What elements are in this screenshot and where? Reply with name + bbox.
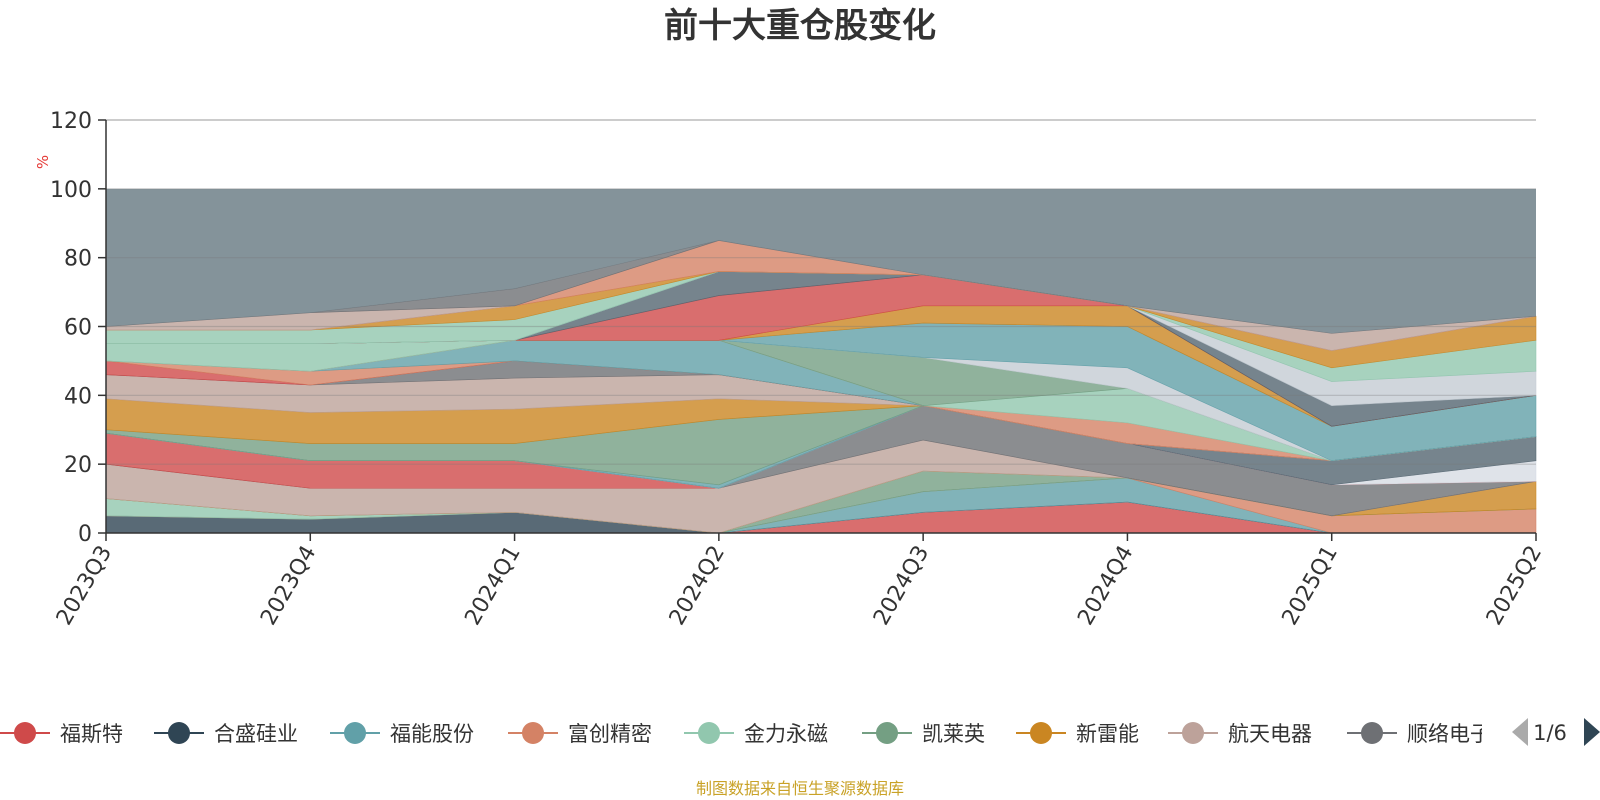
legend-marker-icon xyxy=(876,722,898,744)
legend-page-indicator: 1/6 xyxy=(1533,721,1567,745)
legend-label: 凯莱英 xyxy=(922,722,985,746)
x-tick-label: 2025Q1 xyxy=(1278,542,1343,630)
legend-item[interactable]: 顺络电子 xyxy=(1347,722,1491,746)
x-tick-label: 2025Q2 xyxy=(1482,542,1547,630)
legend-item[interactable]: 新雷能 xyxy=(1016,722,1139,746)
y-tick-label: 0 xyxy=(78,522,92,547)
area-remainder xyxy=(106,188,1536,334)
legend-item[interactable]: 福能股份 xyxy=(330,722,474,746)
x-tick-label: 2024Q2 xyxy=(665,542,730,630)
chart-title: 前十大重仓股变化 xyxy=(664,6,936,46)
legend-marker-icon xyxy=(14,722,36,744)
legend-label: 合盛硅业 xyxy=(214,722,298,746)
legend-item[interactable]: 福斯特 xyxy=(0,722,123,746)
legend-item[interactable]: 凯莱英 xyxy=(862,722,985,746)
legend-marker-icon xyxy=(344,722,366,744)
y-tick-label: 20 xyxy=(64,453,92,478)
legend-marker-icon xyxy=(1182,722,1204,744)
x-tick-label: 2024Q1 xyxy=(460,542,525,630)
x-axis-ticks: 2023Q3 2023Q4 2024Q1 2024Q2 2024Q3 2024Q4 2025… xyxy=(52,533,1547,630)
legend-label: 航天电器 xyxy=(1228,722,1312,746)
y-tick-label: 120 xyxy=(50,109,92,134)
legend-item[interactable]: 金力永磁 xyxy=(684,722,828,746)
x-tick-label: 2024Q3 xyxy=(869,542,934,630)
legend-marker-icon xyxy=(522,722,544,744)
legend-label: 富创精密 xyxy=(568,722,652,746)
grid-lines xyxy=(106,119,1536,465)
legend-label: 新雷能 xyxy=(1076,722,1139,746)
x-tick-label: 2024Q4 xyxy=(1073,542,1138,630)
legend-label: 金力永磁 xyxy=(744,722,828,746)
plot-areas xyxy=(105,188,1537,534)
legend-next-icon[interactable] xyxy=(1584,718,1600,746)
legend-item[interactable]: 富创精密 xyxy=(508,722,652,746)
y-tick-label: 80 xyxy=(64,247,92,272)
legend-label: 顺络电子 xyxy=(1407,722,1491,746)
x-tick-label: 2023Q4 xyxy=(256,542,321,630)
legend-marker-icon xyxy=(1361,722,1383,744)
y-axis-unit: % xyxy=(34,155,52,169)
legend-prev-icon[interactable] xyxy=(1512,718,1528,746)
legend-pager: 1/6 xyxy=(1512,718,1600,746)
legend-item[interactable]: 航天电器 xyxy=(1168,722,1312,746)
y-axis-ticks: 0 20 40 60 80 100 120 xyxy=(50,109,106,547)
legend: 福斯特 合盛硅业 福能股份 富创精密 金力永磁 凯莱英 新雷能 航天电器 顺络电子 xyxy=(0,722,1491,746)
source-note: 制图数据来自恒生聚源数据库 xyxy=(696,779,904,798)
legend-label: 福能股份 xyxy=(390,722,474,746)
legend-marker-icon xyxy=(698,722,720,744)
y-tick-label: 40 xyxy=(64,384,92,409)
legend-label: 福斯特 xyxy=(60,722,123,746)
legend-item[interactable]: 合盛硅业 xyxy=(154,722,298,746)
legend-marker-icon xyxy=(1030,722,1052,744)
legend-marker-icon xyxy=(168,722,190,744)
x-tick-label: 2023Q3 xyxy=(52,542,117,630)
y-tick-label: 60 xyxy=(64,316,92,341)
y-tick-label: 100 xyxy=(50,178,92,203)
